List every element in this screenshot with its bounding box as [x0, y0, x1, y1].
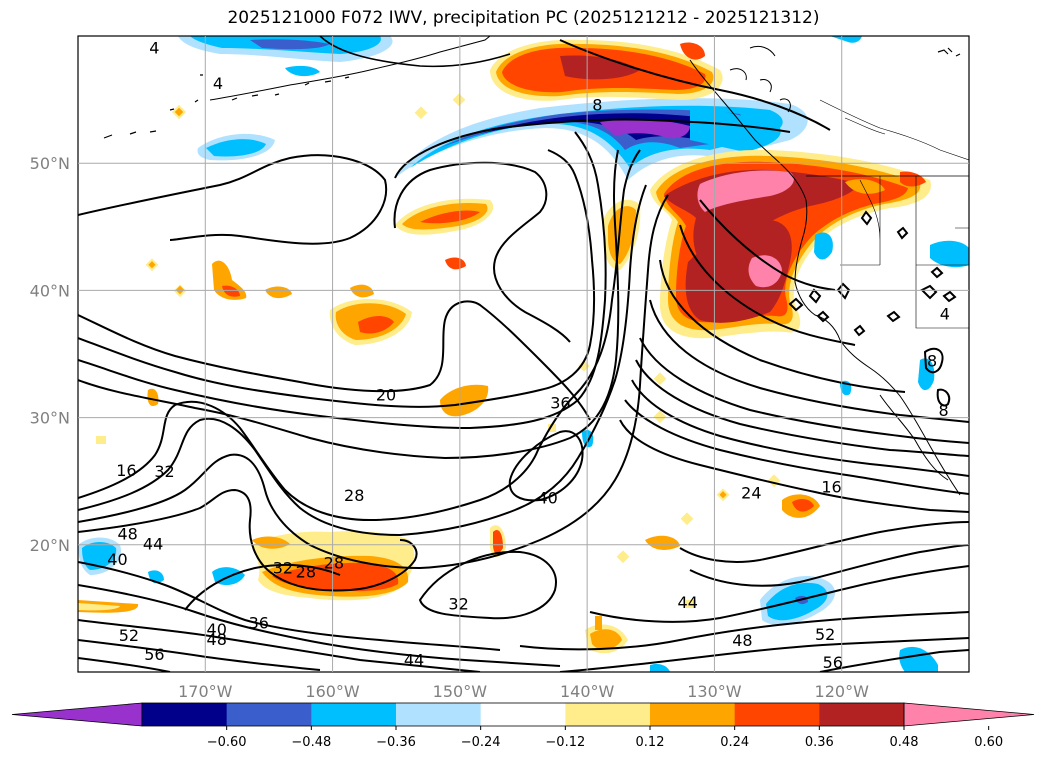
colorbar-extend-min: [11, 702, 143, 727]
colorbar-swatch: [396, 703, 482, 726]
longitude-labels: 170°W 160°W 150°W 140°W 130°W 120°W: [178, 682, 869, 701]
longitude-tick-label: 120°W: [815, 682, 870, 701]
colorbar-tick-label: −0.48: [291, 735, 331, 750]
contour-value-label: 28: [324, 554, 344, 573]
longitude-tick-label: 150°W: [433, 682, 488, 701]
colorbar-tick-label: 0.12: [636, 735, 665, 750]
contour-value-label: 36: [550, 393, 570, 412]
colorbar-extend-max: [903, 702, 1035, 727]
colorbar-tick-label: −0.36: [376, 735, 416, 750]
longitude-tick-label: 140°W: [560, 682, 615, 701]
latitude-tick-label: 20°N: [30, 536, 70, 555]
colorbar-swatch: [142, 703, 228, 726]
graticule: [78, 36, 969, 672]
contour-value-label: 52: [815, 625, 835, 644]
contour-value-label: 48: [117, 524, 137, 543]
contour-value-label: 40: [107, 550, 127, 569]
contour-value-label: 28: [344, 486, 364, 505]
colorbar-swatch: [226, 703, 312, 726]
precipitation-anomaly-shading: [78, 36, 969, 672]
contour-value-label: 32: [273, 559, 293, 578]
colorbar-swatch: [480, 703, 566, 726]
latitude-tick-label: 40°N: [30, 281, 70, 300]
colorbar-outline: [141, 702, 905, 727]
colorbar-swatch: [819, 703, 905, 726]
alaska-peninsula-coast: [209, 36, 491, 101]
contour-value-label: 8: [592, 96, 602, 115]
contour-value-label: 32: [448, 594, 468, 613]
longitude-tick-label: 130°W: [687, 682, 742, 701]
coastlines: [103, 36, 969, 496]
contour-value-label: 16: [821, 477, 841, 496]
colorbar-tick-labels: −0.60 −0.48 −0.36 −0.24 −0.12 0.12 0.24 0.36 0.4…: [207, 726, 1003, 750]
contour-value-label: 8: [938, 401, 948, 420]
contour-value-label: 4: [149, 38, 159, 57]
contour-value-label: 44: [678, 593, 698, 612]
contour-value-label: 32: [154, 462, 174, 481]
contour-value-label: 40: [207, 620, 227, 639]
latitude-labels: 50°N 40°N 30°N 20°N: [30, 154, 70, 555]
latitude-tick-label: 30°N: [30, 409, 70, 428]
contour-value-label: 8: [927, 351, 937, 370]
contour-value-label: 24: [741, 484, 761, 503]
contour-value-label: 28: [296, 563, 316, 582]
us-state-borders: [840, 176, 969, 329]
contour-value-label: 20: [376, 386, 396, 405]
contour-value-label: 44: [143, 535, 163, 554]
contour-value-label: 40: [538, 489, 558, 508]
longitude-tick-label: 160°W: [305, 682, 360, 701]
north-america-coast: [689, 59, 961, 496]
colorbar-tick-label: 0.48: [890, 735, 919, 750]
contour-value-label: 52: [119, 626, 139, 645]
contour-value-label: 16: [116, 461, 136, 480]
contour-value-label: 56: [823, 653, 843, 672]
colorbar-tick-label: 0.36: [805, 735, 834, 750]
colorbar-swatch: [650, 703, 736, 726]
contour-value-label: 48: [207, 630, 227, 649]
contour-value-label: 36: [249, 613, 269, 632]
colorbar-swatch: [311, 703, 397, 726]
contour-value-label: 4: [213, 74, 223, 93]
colorbar-tick-label: 0.60: [974, 735, 1003, 750]
longitude-tick-label: 170°W: [178, 682, 233, 701]
contour-value-label: 48: [732, 631, 752, 650]
latitude-tick-label: 50°N: [30, 154, 70, 173]
colorbar-swatch: [734, 703, 820, 726]
contour-value-label: 4: [940, 304, 950, 323]
map-frame: [77, 35, 970, 673]
colorbar-tick-label: −0.24: [461, 735, 501, 750]
colorbar-tick-label: 0.24: [720, 735, 749, 750]
contour-value-label: 44: [404, 650, 424, 669]
iwv-contours: [78, 36, 969, 672]
contour-value-label: 56: [144, 645, 164, 664]
colorbar-tick-label: −0.12: [545, 735, 585, 750]
colorbar-tick-label: −0.60: [207, 735, 247, 750]
colorbar-swatch: [565, 703, 651, 726]
figure-title: 2025121000 F072 IWV, precipitation PC (2…: [227, 8, 820, 28]
colorbar: [11, 702, 1035, 727]
